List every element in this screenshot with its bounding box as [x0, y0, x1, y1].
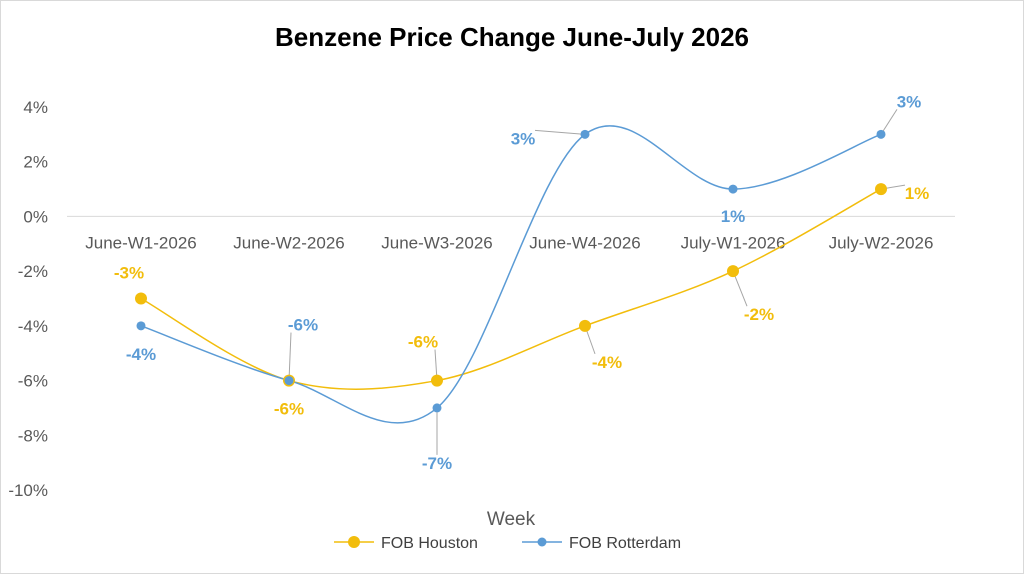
x-tick-label: July-W1-2026 [681, 233, 786, 252]
data-point [432, 403, 442, 413]
legend-label: FOB Houston [381, 535, 478, 552]
data-label: -3% [114, 264, 144, 283]
data-label: -6% [274, 400, 304, 419]
data-point [284, 376, 294, 386]
data-point [580, 129, 590, 139]
x-tick-label: June-W4-2026 [529, 233, 641, 252]
data-point [135, 292, 147, 305]
data-label: -6% [288, 316, 318, 335]
y-tick-label: -2% [18, 262, 48, 281]
data-label: -2% [744, 305, 774, 324]
y-tick-label: -10% [8, 481, 48, 500]
data-point [579, 319, 591, 332]
data-label: 3% [511, 129, 536, 148]
data-label: -4% [592, 353, 622, 372]
x-axis-title: Week [487, 509, 536, 530]
leader-line [732, 270, 748, 307]
data-label: -4% [126, 345, 156, 364]
data-point [431, 374, 443, 387]
x-axis-ticks: June-W1-2026 June-W2-2026 June-W3-2026 June… [85, 233, 933, 252]
y-tick-label: 0% [23, 207, 48, 226]
y-tick-label: -6% [18, 372, 48, 391]
data-point [728, 184, 738, 194]
x-tick-label: June-W1-2026 [85, 233, 197, 252]
y-axis-ticks: 4% 2% 0% -2% -4% -6% -8% -10% [8, 98, 48, 500]
y-tick-label: -8% [18, 426, 48, 445]
series-line [140, 188, 882, 390]
data-point [875, 183, 887, 196]
label-leader-lines [288, 109, 906, 455]
data-label: -7% [422, 454, 452, 473]
data-point [727, 265, 739, 278]
data-point [136, 321, 146, 331]
data-label: 3% [897, 92, 922, 111]
legend-label: FOB Rotterdam [569, 535, 681, 552]
leader-line [880, 109, 898, 135]
y-tick-label: 2% [23, 153, 48, 172]
series-lines [140, 125, 882, 424]
series-line [140, 125, 882, 424]
chart-title: Benzene Price Change June-July 2026 [275, 22, 749, 52]
x-tick-label: June-W2-2026 [233, 233, 345, 252]
leader-line [288, 332, 292, 381]
data-label: 1% [721, 207, 746, 226]
leader-line [534, 129, 586, 135]
data-label: 1% [905, 184, 930, 203]
y-tick-label: 4% [23, 98, 48, 117]
series-markers [135, 129, 887, 413]
data-labels: -3% -6% -6% -4% -2% 1% -4% -6% -7% 3% 1% 3% [114, 92, 929, 473]
legend-marker [537, 537, 547, 547]
data-point [876, 129, 886, 139]
data-label: -6% [408, 333, 438, 352]
legend: FOB Houston FOB Rotterdam [334, 535, 681, 552]
y-tick-label: -4% [18, 317, 48, 336]
legend-marker [348, 536, 360, 548]
x-tick-label: July-W2-2026 [829, 233, 934, 252]
x-tick-label: June-W3-2026 [381, 233, 493, 252]
